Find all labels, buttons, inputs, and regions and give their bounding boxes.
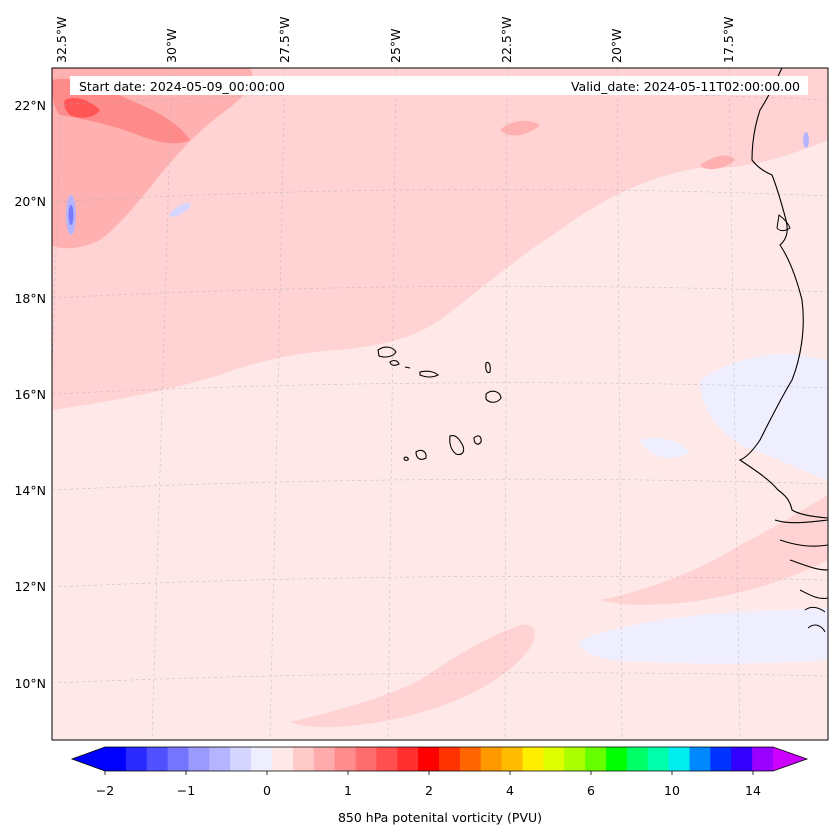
graticule (52, 68, 828, 740)
island-santo-antao (377, 346, 397, 358)
map-frame (51, 67, 829, 741)
lat-label-10n: 10°N (14, 676, 46, 691)
colorbar-segment (105, 747, 127, 771)
colorbar (70, 746, 809, 775)
colorbar-segment (585, 747, 607, 771)
cb-tick-label-14: 14 (745, 783, 761, 798)
mauritania-inlet (776, 214, 791, 232)
lon-label-25w: 25°W (388, 28, 403, 63)
lon-label-17-5w: 17.5°W (721, 17, 736, 63)
guinea-bissau-islands (804, 606, 826, 633)
cb-tick-label-1: 1 (344, 783, 352, 798)
colorbar-segment (459, 747, 482, 771)
cb-tick-label-6: 6 (587, 783, 595, 798)
island-brava (403, 456, 409, 461)
longitude-labels: 32.5°W 30°W 27.5°W 25°W 22.5°W 20°W 17.5… (54, 17, 736, 63)
africa-coastline (738, 68, 828, 519)
pv-patch-east (700, 155, 735, 170)
pv-coastal-pink (600, 495, 828, 605)
colorbar-segment (480, 747, 503, 771)
colorbar-segment (376, 747, 398, 771)
valid-date-label: Valid_date: 2024-05-11T02:00:00.00 (571, 79, 800, 94)
colorbar-segment (167, 747, 190, 771)
island-santiago (449, 435, 465, 456)
latitude-labels: 22°N 20°N 18°N 16°N 14°N 12°N 10°N (14, 98, 46, 691)
colorbar-segment (292, 747, 315, 771)
lon-label-20w: 20°W (609, 28, 624, 63)
pv-negative-blue-west-core (68, 205, 74, 225)
colorbar-segment (731, 747, 753, 771)
colorbar-segment (439, 747, 461, 771)
cb-tick-label-4: 4 (506, 783, 514, 798)
pv-lavender-mid (640, 438, 690, 458)
cb-tick-label-0: 0 (263, 783, 271, 798)
pv-patch-north (500, 120, 540, 136)
colorbar-segment (188, 747, 210, 771)
cb-tick-label-neg2: −2 (96, 783, 114, 798)
cb-tick-label-10: 10 (664, 783, 680, 798)
lat-label-16n: 16°N (14, 387, 46, 402)
lon-label-22-5w: 22.5°W (499, 17, 514, 63)
colorbar-segment (543, 747, 565, 771)
colorbar-segment (668, 747, 691, 771)
island-santa-luzia (404, 366, 411, 369)
cb-tick-label-neg1: −1 (177, 783, 195, 798)
colorbar-segment (752, 747, 774, 771)
island-sao-vicente (389, 359, 400, 366)
colorbar-segment (418, 747, 440, 771)
colorbar-over-arrow (773, 747, 807, 771)
colorbar-segment (209, 747, 231, 771)
colorbar-segment (125, 747, 148, 771)
senegal-coast-detail (774, 519, 828, 599)
colorbar-segment (647, 747, 670, 771)
colorbar-segment (606, 747, 628, 771)
colorbar-segment (564, 747, 586, 771)
pv-lavender-southeast (579, 608, 828, 664)
island-fogo (415, 449, 427, 460)
colorbar-segment (397, 747, 419, 771)
cb-tick-label-2: 2 (425, 783, 433, 798)
lat-label-14n: 14°N (14, 483, 46, 498)
colorbar-segment (710, 747, 732, 771)
pv-negative-blue-small (169, 203, 191, 217)
lat-label-12n: 12°N (14, 579, 46, 594)
lat-label-18n: 18°N (14, 291, 46, 306)
colorbar-segment (334, 747, 357, 771)
island-boa-vista (485, 390, 502, 403)
header-band (70, 76, 808, 95)
colorbar-segment (522, 747, 544, 771)
colorbar-segment (272, 747, 294, 771)
colorbar-segment (313, 747, 336, 771)
island-sal (485, 361, 491, 374)
colorbar-ticks: −2 −1 0 1 2 4 6 10 14 (96, 783, 761, 798)
colorbar-segment (689, 747, 711, 771)
pv-max-red (64, 98, 100, 118)
colorbar-segment (355, 747, 377, 771)
colorbar-segment (626, 747, 649, 771)
map-panel: Start date: 2024-05-09_00:00:00 Valid_da… (52, 68, 828, 740)
pv-streak-lower (290, 624, 535, 728)
island-sao-nicolau (419, 370, 439, 378)
cape-verde-islands (377, 346, 502, 461)
island-maio (473, 435, 482, 445)
lat-label-20n: 20°N (14, 194, 46, 209)
pv-band-light-pink (52, 68, 828, 410)
colorbar-segment (146, 747, 169, 771)
colorbar-segment (251, 747, 273, 771)
lat-label-22n: 22°N (14, 98, 46, 113)
colorbar-segment (230, 747, 252, 771)
lon-label-32-5w: 32.5°W (54, 17, 69, 63)
pv-negative-blue-northeast (803, 132, 809, 148)
colorbar-title: 850 hPa potenital vorticity (PVU) (338, 810, 542, 825)
lon-label-27-5w: 27.5°W (277, 17, 292, 63)
colorbar-segment (501, 747, 524, 771)
lon-label-30w: 30°W (164, 28, 179, 63)
colorbar-under-arrow (72, 747, 105, 771)
start-date-label: Start date: 2024-05-09_00:00:00 (79, 79, 285, 94)
